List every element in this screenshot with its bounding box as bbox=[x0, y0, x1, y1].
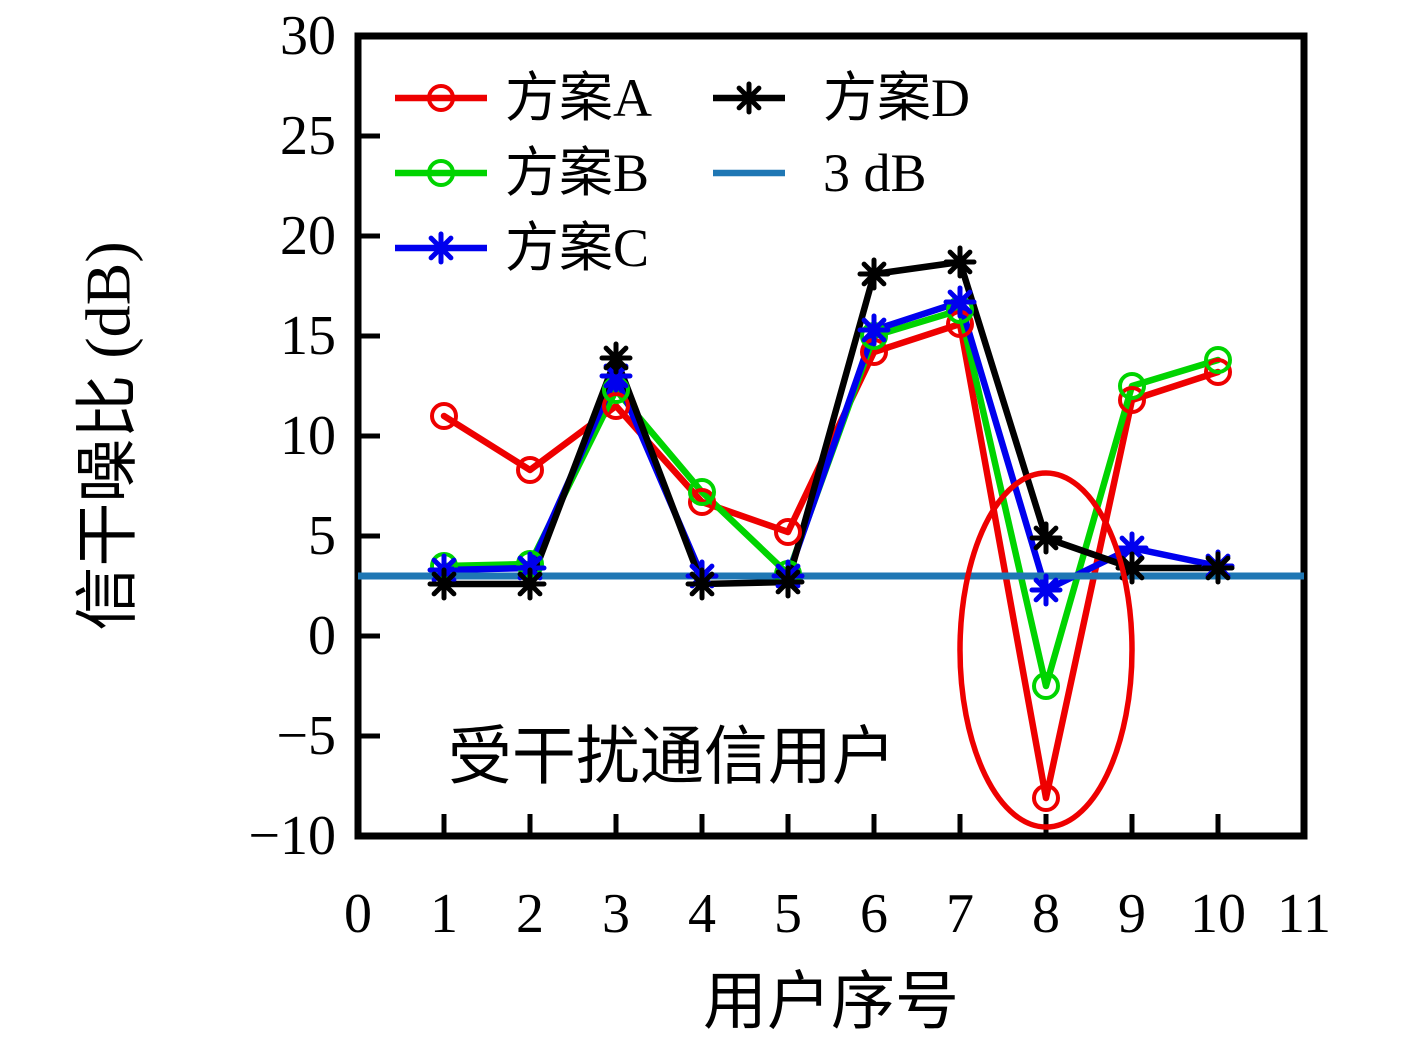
series-d-marker bbox=[1029, 521, 1063, 555]
series-a-marker bbox=[1032, 784, 1060, 812]
series-markers bbox=[427, 245, 1235, 812]
asterisk-ray bbox=[861, 317, 887, 343]
legend-label: 方案B bbox=[505, 143, 649, 203]
series-d-marker bbox=[1201, 551, 1235, 585]
series-b-marker bbox=[1204, 346, 1232, 374]
legend-item-c: 方案C bbox=[395, 218, 649, 278]
legend-label: 方案C bbox=[505, 218, 649, 278]
asterisk-ray bbox=[431, 571, 457, 597]
asterisk-ray bbox=[947, 249, 973, 275]
series-d-line bbox=[440, 258, 1222, 588]
x-axis-title: 用户序号 bbox=[703, 967, 959, 1038]
asterisk-ray bbox=[736, 85, 762, 111]
legend: 方案A 方案B 方案C 方案D 3 dB bbox=[395, 68, 970, 278]
series-a-marker bbox=[688, 488, 716, 516]
y-tick-label: 15 bbox=[280, 305, 336, 367]
x-tick-label: 6 bbox=[860, 883, 888, 945]
x-tick-label: 9 bbox=[1118, 883, 1146, 945]
series-d-marker bbox=[943, 245, 977, 279]
series-b-marker bbox=[688, 478, 716, 506]
series-a-marker bbox=[602, 392, 630, 420]
series-a-marker bbox=[1204, 358, 1232, 386]
legend-marker bbox=[427, 159, 455, 187]
y-axis-title: 信干噪比 (dB) bbox=[73, 241, 144, 630]
highlight-ellipse bbox=[957, 470, 1135, 830]
legend-label: 方案A bbox=[505, 68, 652, 128]
legend-item-a: 方案A bbox=[395, 68, 652, 128]
asterisk-ray bbox=[428, 235, 454, 261]
y-tick-label: 0 bbox=[308, 605, 336, 667]
y-tick-label: 20 bbox=[280, 205, 336, 267]
asterisk-ray bbox=[1119, 535, 1145, 561]
x-tick-label: 11 bbox=[1277, 883, 1331, 945]
x-tick-label: 3 bbox=[602, 883, 630, 945]
series-d-marker bbox=[771, 565, 805, 599]
x-tick-label: 8 bbox=[1032, 883, 1060, 945]
asterisk-ray bbox=[517, 571, 543, 597]
y-tick-label: 10 bbox=[280, 405, 336, 467]
y-tick-label: 25 bbox=[280, 105, 336, 167]
asterisk-ray bbox=[603, 345, 629, 371]
x-tick-label: 7 bbox=[946, 883, 974, 945]
series-a-marker bbox=[774, 518, 802, 546]
series-d-marker bbox=[685, 567, 719, 601]
series-c-marker bbox=[857, 313, 891, 347]
y-tick-label: 5 bbox=[308, 505, 336, 567]
series-d-marker bbox=[857, 257, 891, 291]
x-tick-label: 5 bbox=[774, 883, 802, 945]
annotation-interfered-user: 受干扰通信用户 bbox=[448, 722, 896, 793]
legend-label: 3 dB bbox=[823, 143, 927, 203]
legend-marker bbox=[424, 231, 458, 265]
legend-label: 方案D bbox=[823, 68, 970, 128]
asterisk-ray bbox=[1033, 525, 1059, 551]
series-a-marker bbox=[1118, 386, 1146, 414]
series-a-marker bbox=[516, 456, 544, 484]
asterisk-ray bbox=[947, 289, 973, 315]
x-tick-label: 10 bbox=[1190, 883, 1246, 945]
series-d-marker bbox=[599, 341, 633, 375]
legend-item-3db: 3 dB bbox=[713, 143, 927, 203]
series-c-marker bbox=[1029, 573, 1063, 607]
y-tick-label: −10 bbox=[248, 805, 336, 867]
asterisk-ray bbox=[1205, 555, 1231, 581]
series-a-line bbox=[440, 320, 1222, 802]
x-tick-label: 0 bbox=[344, 883, 372, 945]
series-c-marker bbox=[943, 285, 977, 319]
legend-marker bbox=[732, 81, 766, 115]
asterisk-ray bbox=[603, 363, 629, 389]
x-tick-label: 1 bbox=[430, 883, 458, 945]
series-d-marker bbox=[513, 567, 547, 601]
x-tick-label: 4 bbox=[688, 883, 716, 945]
legend-marker bbox=[427, 84, 455, 112]
x-tick-label: 2 bbox=[516, 883, 544, 945]
asterisk-ray bbox=[861, 261, 887, 287]
asterisk-ray bbox=[775, 569, 801, 595]
asterisk-ray bbox=[1033, 577, 1059, 603]
legend-item-b: 方案B bbox=[395, 143, 649, 203]
series-b-marker bbox=[1032, 672, 1060, 700]
asterisk-ray bbox=[689, 571, 715, 597]
series-lines bbox=[440, 258, 1222, 802]
series-b-marker bbox=[1118, 372, 1146, 400]
series-d-marker bbox=[427, 567, 461, 601]
series-a-marker bbox=[430, 402, 458, 430]
y-tick-label: 30 bbox=[280, 5, 336, 67]
y-tick-label: −5 bbox=[276, 705, 336, 767]
legend-item-d: 方案D bbox=[713, 68, 970, 128]
